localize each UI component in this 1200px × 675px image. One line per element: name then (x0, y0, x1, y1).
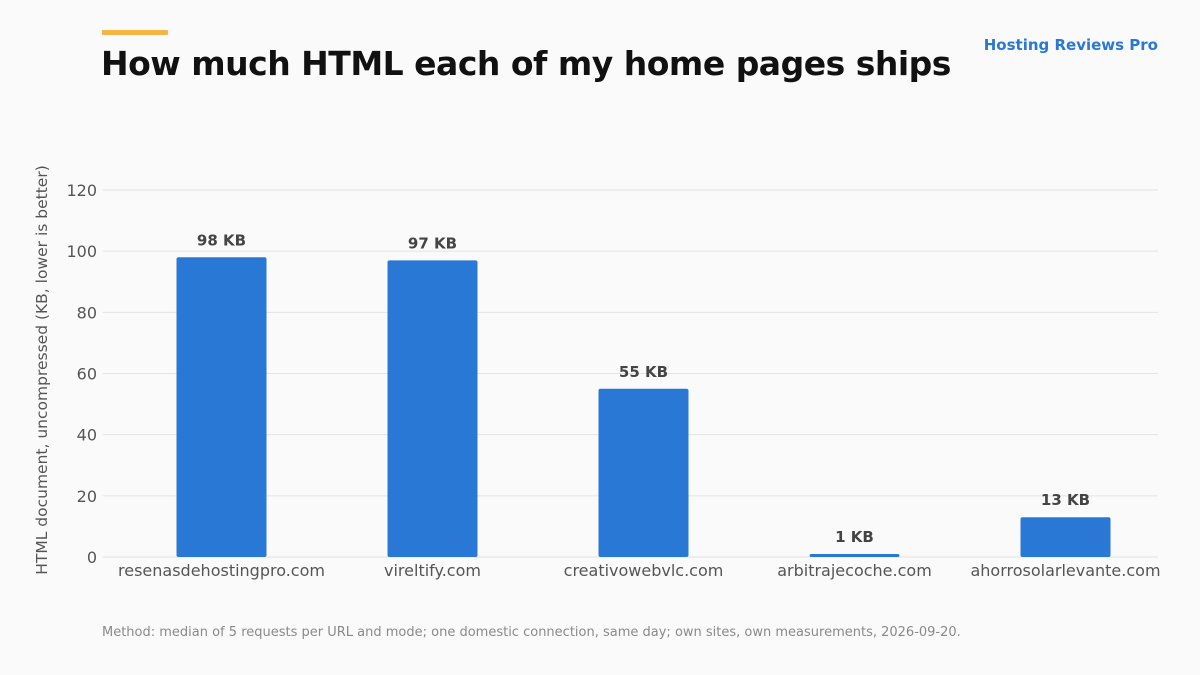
y-tick-label: 80 (77, 303, 97, 322)
title-accent-bar (102, 30, 168, 35)
bar (809, 553, 900, 557)
bar (598, 388, 689, 557)
bar-value-label: 97 KB (408, 234, 457, 252)
bar-value-label: 13 KB (1041, 491, 1090, 509)
y-axis-ticks: 0 20 40 60 80 100 120 (66, 181, 97, 567)
chart-title: How much HTML each of my home pages ship… (101, 44, 951, 83)
y-tick-label: 120 (66, 181, 97, 200)
bar-value-label: 55 KB (619, 363, 668, 381)
x-tick-label: creativowebvlc.com (564, 561, 724, 580)
value-labels: 98 KB 97 KB 55 KB 1 KB 13 KB (197, 231, 1090, 546)
y-tick-label: 40 (77, 426, 97, 445)
bars (176, 257, 1111, 557)
y-tick-label: 100 (66, 242, 97, 261)
bar-value-label: 1 KB (835, 528, 874, 546)
brand-name: Hosting Reviews Pro (983, 36, 1158, 54)
bar-value-label: 98 KB (197, 231, 246, 249)
bar (387, 260, 478, 557)
y-axis-label: HTML document, uncompressed (KB, lower i… (33, 165, 51, 575)
x-tick-label: ahorrosolarlevante.com (970, 561, 1160, 580)
bar (176, 257, 267, 557)
x-tick-label: resenasdehostingpro.com (118, 561, 325, 580)
y-tick-label: 60 (77, 365, 97, 384)
bar (1020, 517, 1111, 557)
y-tick-label: 20 (77, 487, 97, 506)
x-tick-label: vireltify.com (384, 561, 481, 580)
y-tick-label: 0 (87, 548, 97, 567)
bar-chart: 0 20 40 60 80 100 120 98 KB 97 KB 55 KB 1 KB 13 KB… (33, 165, 1161, 580)
x-tick-label: arbitrajecoche.com (777, 561, 932, 580)
x-axis-ticks: resenasdehostingpro.com vireltify.com crea… (118, 561, 1161, 580)
method-footnote: Method: median of 5 requests per URL and… (102, 625, 961, 640)
